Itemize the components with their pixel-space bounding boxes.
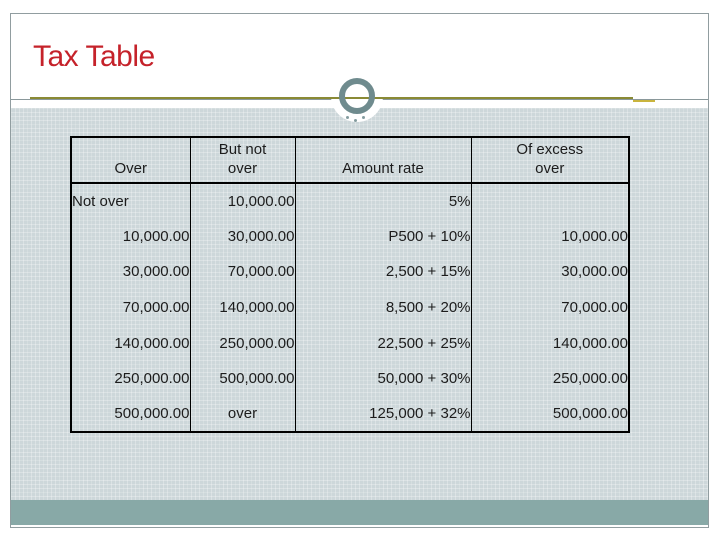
table-cell: 10,000.00 bbox=[470, 218, 630, 255]
table-cell: 22,500 + 25% bbox=[294, 325, 472, 361]
table-cell: 250,000.00 bbox=[70, 360, 191, 397]
tax-table-body: Not over 10,000.00 5% 10,000.00 30,000.00 P50… bbox=[70, 183, 630, 432]
table-cell: 70,000.00 bbox=[189, 254, 296, 290]
ring-dot-icon bbox=[362, 116, 365, 119]
column-header-but-not-over: But not over bbox=[189, 137, 296, 184]
table-cell: 500,000.00 bbox=[470, 396, 630, 432]
table-row: 30,000.00 70,000.00 2,500 + 15% 30,000.00 bbox=[70, 254, 630, 290]
ring-ornament-icon bbox=[339, 78, 375, 114]
column-header-amount-rate: Amount rate bbox=[294, 137, 472, 184]
table-row: 70,000.00 140,000.00 8,500 + 20% 70,000.00 bbox=[70, 289, 630, 326]
table-cell: 30,000.00 bbox=[189, 218, 296, 255]
table-cell: 140,000.00 bbox=[189, 289, 296, 326]
table-cell: 125,000 + 32% bbox=[294, 396, 472, 432]
table-cell: 2,500 + 15% bbox=[294, 254, 472, 290]
table-cell: P500 + 10% bbox=[294, 218, 472, 255]
ring-dot-icon bbox=[354, 119, 357, 122]
table-cell: 30,000.00 bbox=[470, 254, 630, 290]
column-header-over: Over bbox=[70, 137, 191, 184]
column-header-label: Amount rate bbox=[342, 160, 424, 177]
table-cell: 70,000.00 bbox=[470, 289, 630, 326]
table-row: 10,000.00 30,000.00 P500 + 10% 10,000.00 bbox=[70, 218, 630, 255]
slide: Tax Table Over But not over Amount rate … bbox=[10, 13, 709, 528]
accent-dash bbox=[633, 100, 655, 102]
table-cell bbox=[470, 183, 630, 219]
footer-bar bbox=[11, 500, 708, 525]
table-cell: 50,000 + 30% bbox=[294, 360, 472, 397]
table-cell: 10,000.00 bbox=[189, 183, 296, 219]
slide-title: Tax Table bbox=[33, 40, 155, 73]
tax-table: Over But not over Amount rate Of excess … bbox=[70, 136, 630, 433]
accent-line bbox=[30, 97, 633, 99]
table-cell: 500,000.00 bbox=[189, 360, 296, 397]
table-row: 250,000.00 500,000.00 50,000 + 30% 250,000.… bbox=[70, 360, 630, 397]
column-header-label: Of excess over bbox=[516, 141, 584, 177]
table-cell: 10,000.00 bbox=[70, 218, 191, 255]
table-cell: 5% bbox=[294, 183, 472, 219]
column-header-of-excess-over: Of excess over bbox=[470, 137, 630, 184]
table-cell: Not over bbox=[70, 183, 191, 219]
table-cell: 500,000.00 bbox=[70, 396, 191, 432]
column-header-label: Over bbox=[114, 160, 147, 177]
table-row: 500,000.00 over 125,000 + 32% 500,000.00 bbox=[70, 396, 630, 432]
table-cell: 140,000.00 bbox=[70, 325, 191, 361]
table-cell: 250,000.00 bbox=[189, 325, 296, 361]
table-cell: 30,000.00 bbox=[70, 254, 191, 290]
table-row: 140,000.00 250,000.00 22,500 + 25% 140,000.… bbox=[70, 325, 630, 361]
table-cell: 250,000.00 bbox=[470, 360, 630, 397]
table-cell: 70,000.00 bbox=[70, 289, 191, 326]
table-cell: 140,000.00 bbox=[470, 325, 630, 361]
table-cell: 8,500 + 20% bbox=[294, 289, 472, 326]
table-header-row: Over But not over Amount rate Of excess … bbox=[70, 137, 630, 184]
table-row: Not over 10,000.00 5% bbox=[70, 183, 630, 219]
ring-dot-icon bbox=[346, 116, 349, 119]
column-header-label: But not over bbox=[218, 141, 267, 177]
table-cell: over bbox=[189, 396, 296, 432]
